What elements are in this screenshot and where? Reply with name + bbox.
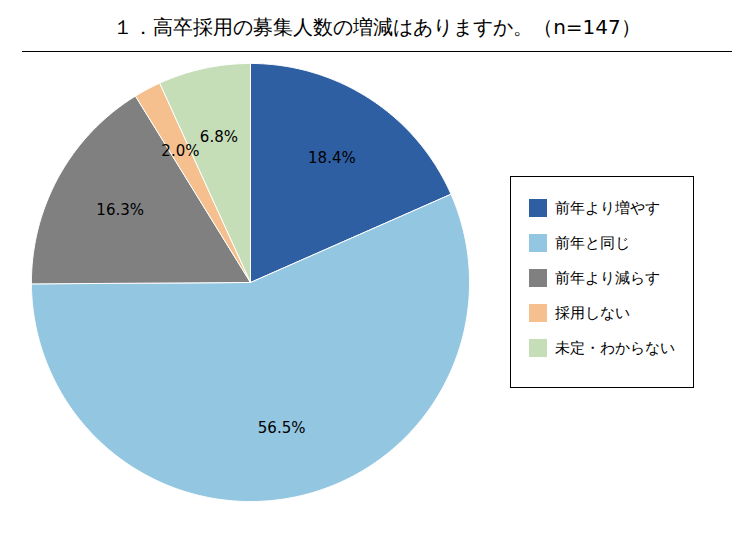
svg-text:56.5%: 56.5% (258, 419, 306, 437)
html-text:前年と同じ: 前年と同じ (554, 233, 630, 252)
html-text:前年より増やす: 前年より増やす (554, 198, 660, 217)
svg-text:2.0%: 2.0% (161, 142, 199, 160)
html-text:前年より減らす: 前年より減らす (554, 268, 660, 287)
svg-text:18.4%: 18.4% (308, 149, 356, 167)
html-text:採用しない: 採用しない (554, 303, 630, 322)
svg-text:16.3%: 16.3% (96, 201, 144, 219)
svg-text:6.8%: 6.8% (200, 128, 238, 146)
html-text:１．高卒採用の募集人数の増減はありますか。（n=147）: １．高卒採用の募集人数の増減はありますか。（n=147） (113, 15, 641, 39)
html-text:未定・わからない: 未定・わからない (554, 338, 675, 357)
